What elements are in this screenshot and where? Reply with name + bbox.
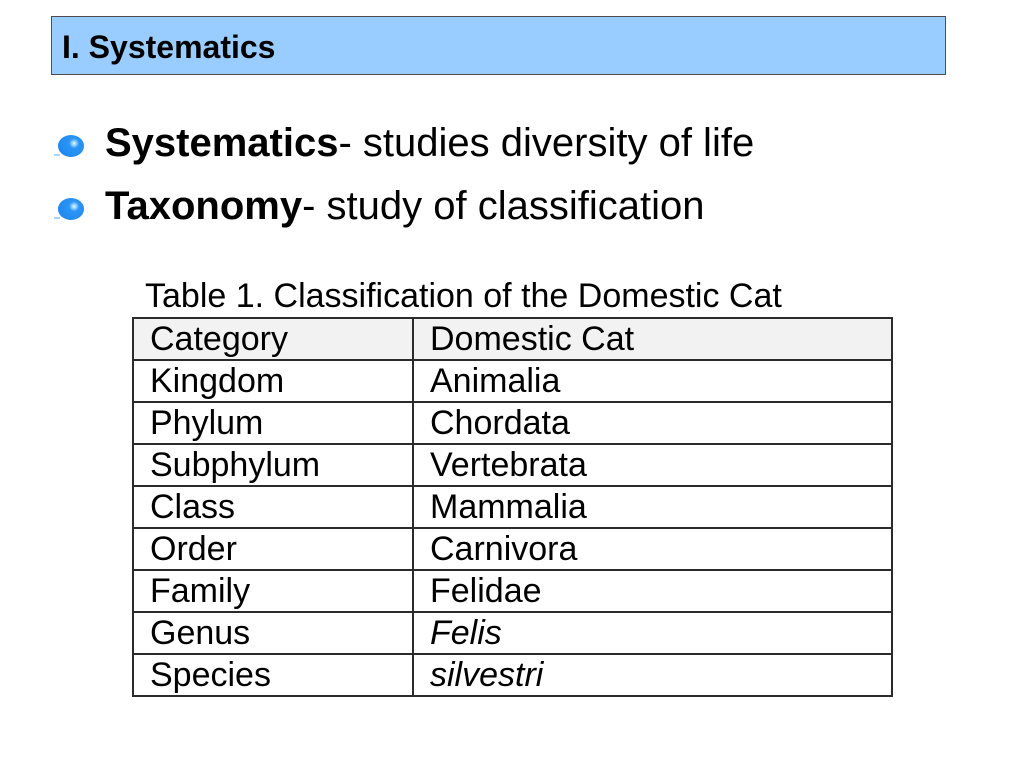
slide-title-bar: I. Systematics xyxy=(51,16,946,75)
table-header-row: Category Domestic Cat xyxy=(132,317,893,361)
table-row: Order Carnivora xyxy=(132,527,893,571)
category-cell: Subphylum xyxy=(132,443,414,487)
blue-bubble-bullet-icon xyxy=(54,135,84,157)
classification-table: Category Domestic Cat Kingdom Animalia P… xyxy=(132,317,893,697)
bullet-term: Systematics xyxy=(105,121,339,165)
table-row: Phylum Chordata xyxy=(132,401,893,445)
category-cell: Kingdom xyxy=(132,359,414,403)
header-domestic-cat: Domestic Cat xyxy=(412,317,893,361)
category-cell: Genus xyxy=(132,611,414,655)
bullet-definition: - study of classification xyxy=(302,184,705,228)
value-cell: silvestri xyxy=(412,653,893,697)
bullet-item-systematics: Systematics- studies diversity of life xyxy=(0,119,1000,167)
category-cell: Species xyxy=(132,653,414,697)
value-cell: Mammalia xyxy=(412,485,893,529)
table-row: Subphylum Vertebrata xyxy=(132,443,893,487)
slide-title: I. Systematics xyxy=(62,29,276,65)
bullet-text: Systematics- studies diversity of life xyxy=(105,119,754,167)
bullet-text: Taxonomy- study of classification xyxy=(105,182,704,230)
category-cell: Family xyxy=(132,569,414,613)
table-row: Kingdom Animalia xyxy=(132,359,893,403)
table-caption: Table 1. Classification of the Domestic … xyxy=(145,277,782,315)
value-cell: Carnivora xyxy=(412,527,893,571)
category-cell: Class xyxy=(132,485,414,529)
category-cell: Order xyxy=(132,527,414,571)
table-row: Genus Felis xyxy=(132,611,893,655)
header-category: Category xyxy=(132,317,414,361)
table-row: Species silvestri xyxy=(132,653,893,697)
value-cell: Chordata xyxy=(412,401,893,445)
bullet-item-taxonomy: Taxonomy- study of classification xyxy=(0,182,1000,230)
category-cell: Phylum xyxy=(132,401,414,445)
value-cell: Felis xyxy=(412,611,893,655)
bullet-term: Taxonomy xyxy=(105,184,303,228)
value-cell: Vertebrata xyxy=(412,443,893,487)
table-row: Class Mammalia xyxy=(132,485,893,529)
value-cell: Felidae xyxy=(412,569,893,613)
value-cell: Animalia xyxy=(412,359,893,403)
bullet-definition: - studies diversity of life xyxy=(338,121,755,165)
table-row: Family Felidae xyxy=(132,569,893,613)
blue-bubble-bullet-icon xyxy=(54,198,84,220)
